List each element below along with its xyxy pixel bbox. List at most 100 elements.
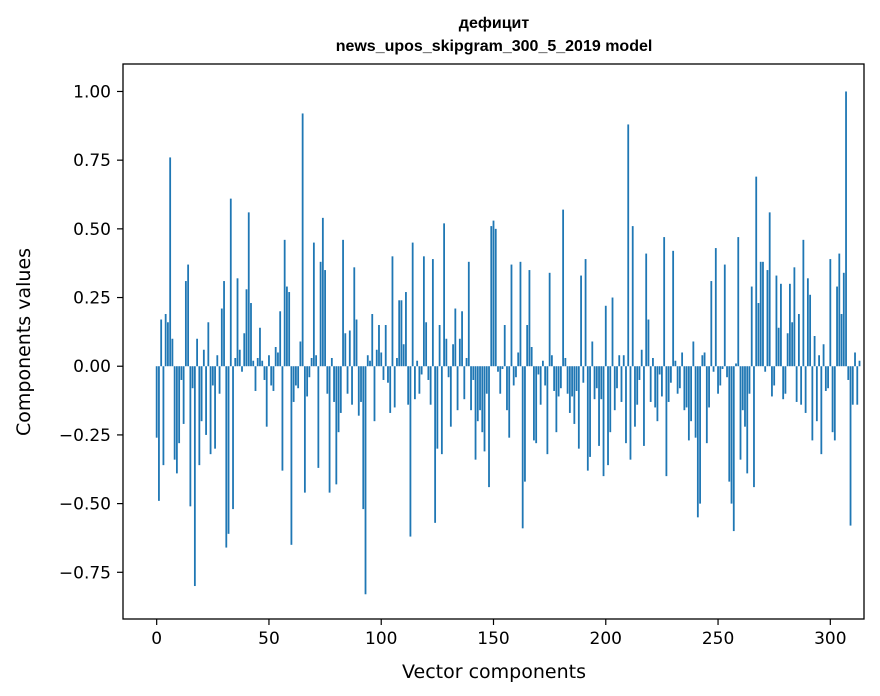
bar-component-1	[158, 366, 160, 501]
bar-component-35	[234, 357, 237, 367]
bar-component-255	[728, 366, 731, 482]
bar-component-76	[326, 366, 329, 394]
bar-component-208	[622, 355, 625, 367]
bar-component-173	[544, 366, 547, 386]
chart-subtitle: news_upos_skipgram_300_5_2019 model	[336, 38, 653, 55]
bar-component-75	[324, 270, 326, 367]
bar-component-85	[346, 366, 349, 394]
bar-component-20	[200, 366, 203, 422]
bar-component-138	[465, 357, 468, 367]
bar-component-196	[595, 366, 598, 389]
bar-component-88	[353, 267, 356, 367]
bar-component-175	[548, 272, 551, 367]
bar-component-144	[479, 366, 481, 411]
bar-component-115	[414, 366, 416, 400]
bar-component-195	[593, 366, 596, 400]
bar-component-86	[348, 330, 351, 367]
bar-component-43	[252, 360, 255, 367]
bars-group	[155, 91, 861, 595]
bar-component-209	[625, 366, 627, 444]
bar-component-300	[829, 259, 832, 367]
bar-component-239	[692, 341, 695, 367]
bar-component-155	[503, 325, 506, 367]
bar-component-131	[449, 366, 452, 427]
bar-component-89	[355, 319, 358, 367]
bar-component-290	[806, 278, 809, 367]
bar-component-12	[182, 366, 185, 424]
bar-component-282	[789, 283, 791, 367]
bar-component-293	[813, 336, 816, 367]
bar-component-94	[366, 355, 369, 367]
bar-component-135	[458, 338, 461, 367]
bar-component-78	[330, 357, 333, 367]
bar-component-66	[303, 366, 306, 493]
bar-component-33	[229, 198, 232, 367]
bar-component-252	[721, 366, 724, 369]
bar-component-157	[508, 366, 511, 438]
bar-component-310	[851, 366, 854, 405]
bar-component-183	[566, 366, 569, 394]
x-tick-label: 150	[477, 629, 509, 649]
bar-component-221	[652, 357, 654, 367]
bar-component-96	[371, 314, 374, 367]
bar-component-98	[375, 349, 378, 367]
bar-component-188	[577, 366, 580, 449]
bar-component-83	[342, 239, 344, 367]
bar-component-58	[286, 286, 288, 367]
bar-component-234	[681, 352, 684, 367]
bar-component-269	[759, 261, 762, 367]
x-axis-ticks: 0 50 100 150 200 250 300	[151, 619, 847, 649]
bar-component-280	[784, 366, 787, 394]
bar-component-301	[831, 366, 834, 433]
bar-component-261	[741, 366, 744, 411]
bar-component-168	[533, 366, 535, 441]
bar-component-121	[427, 366, 430, 380]
bar-component-272	[766, 270, 769, 367]
bar-component-236	[685, 366, 688, 408]
bar-component-130	[447, 366, 450, 378]
bar-component-251	[719, 366, 722, 386]
bar-component-286	[797, 314, 800, 367]
bar-component-142	[474, 366, 477, 460]
bar-component-257	[732, 366, 735, 532]
bar-component-27	[216, 355, 219, 367]
bar-component-97	[373, 366, 376, 422]
bar-component-73	[319, 261, 322, 367]
bar-component-242	[699, 366, 701, 504]
bar-component-262	[744, 366, 746, 427]
y-tick-label: 1.00	[73, 82, 111, 102]
bar-component-247	[710, 281, 713, 367]
bar-component-151	[494, 228, 497, 367]
bar-component-198	[600, 366, 603, 400]
bar-component-95	[369, 360, 371, 367]
bar-component-240	[694, 366, 697, 438]
bar-component-49	[265, 366, 268, 427]
x-tick-label: 50	[258, 629, 280, 649]
bar-component-243	[701, 355, 704, 367]
y-tick-label: 0.50	[73, 220, 111, 240]
bar-component-227	[665, 366, 668, 477]
bar-component-41	[247, 212, 250, 367]
bar-component-34	[232, 366, 234, 510]
bar-component-21	[202, 349, 205, 367]
bar-component-132	[452, 344, 454, 367]
bar-component-299	[827, 366, 829, 389]
bar-component-199	[602, 366, 605, 477]
bar-component-161	[517, 352, 520, 367]
y-axis-label: Components values	[13, 248, 35, 436]
bar-component-180	[559, 366, 562, 389]
bar-component-218	[645, 253, 648, 367]
bar-component-163	[521, 366, 524, 529]
bar-component-214	[636, 366, 639, 405]
bar-component-279	[782, 366, 785, 400]
bar-component-30	[223, 281, 225, 367]
x-tick-label: 100	[365, 629, 397, 649]
bar-component-13	[184, 281, 187, 367]
bar-component-24	[209, 366, 212, 455]
bar-component-200	[604, 305, 607, 367]
bar-component-4	[164, 314, 167, 367]
bar-component-256	[730, 366, 733, 504]
bar-component-298	[824, 366, 827, 391]
bar-component-270	[762, 261, 764, 367]
